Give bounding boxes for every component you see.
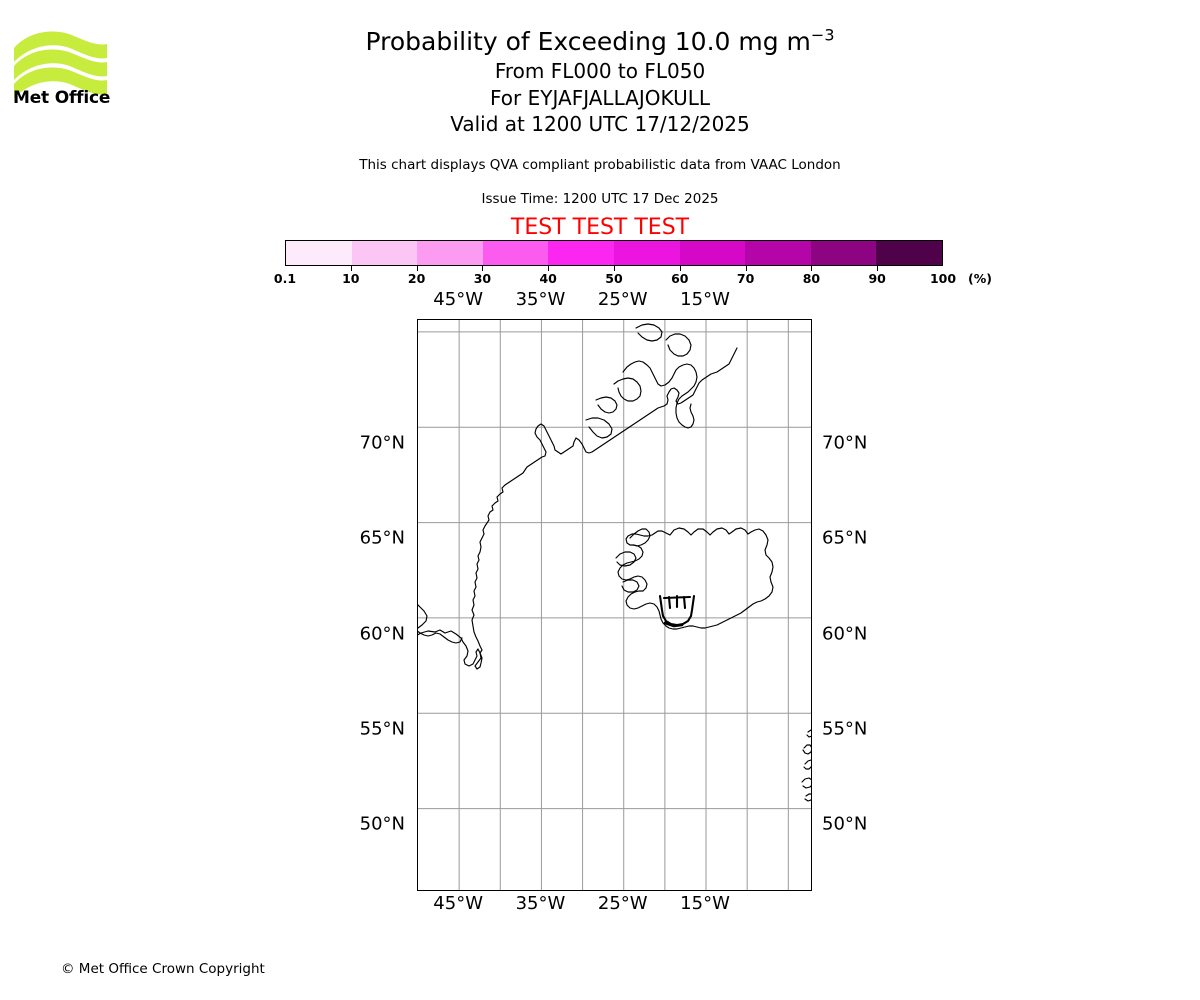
- colorbar-label-30: 30: [473, 271, 492, 286]
- chart-note: This chart displays QVA compliant probab…: [359, 157, 841, 173]
- colorbar-label-60: 60: [671, 271, 689, 286]
- copyright-notice: © Met Office Crown Copyright: [61, 961, 265, 977]
- axis-label-lon-15°W-top: 15°W: [680, 289, 730, 310]
- colorbar-segment-3: [482, 241, 549, 265]
- coastlines: [418, 323, 811, 802]
- coastline-greenland-ne-inlet-c: [585, 417, 613, 439]
- page-title: Probability of Exceeding 10.0 mg m−3: [0, 26, 1200, 58]
- colorbar-segment-0: [286, 241, 352, 265]
- axis-label-lat-55°N-left: 55°N: [359, 718, 405, 740]
- colorbar-tick-20: [416, 266, 418, 271]
- coastline-faroes: [802, 744, 811, 755]
- coastline-iceland: [617, 527, 774, 630]
- axis-label-lon-45°W-bottom: 45°W: [433, 893, 483, 914]
- axis-label-lat-65°N-left: 65°N: [359, 527, 405, 549]
- coastline-iceland-nw-peninsula: [629, 528, 651, 547]
- colorbar-tick-30: [482, 266, 484, 271]
- coastline-greenland-ne-inlet-a: [613, 377, 642, 402]
- colorbar-label-50: 50: [605, 271, 623, 286]
- coastline-greenland-ne-peninsula: [665, 333, 692, 357]
- axis-label-lon-25°W-top: 25°W: [597, 289, 648, 310]
- colorbar-segment-9: [876, 241, 942, 265]
- axis-label-lon-35°W-top: 35°W: [515, 289, 566, 310]
- colorbar-tick-10: [350, 266, 352, 271]
- coastline-shetland: [806, 729, 811, 738]
- axis-label-lon-35°W-bottom: 35°W: [515, 893, 566, 914]
- coastline-iceland-fjord-detail: [621, 579, 640, 593]
- met-office-logo-text: Met Office: [13, 88, 111, 108]
- axis-label-lat-50°N-right: 50°N: [822, 813, 868, 835]
- map-frame: [417, 319, 812, 891]
- coastline-greenland-east: [418, 347, 738, 670]
- axis-label-lat-50°N-left: 50°N: [359, 813, 405, 835]
- page-title-exponent: −3: [810, 25, 835, 45]
- subtitle-valid-time: Valid at 1200 UTC 17/12/2025: [450, 112, 750, 136]
- coastline-iceland-vestfirdir: [615, 551, 637, 567]
- colorbar-label-80: 80: [802, 271, 821, 286]
- glacier-marker-cap: [662, 595, 692, 600]
- colorbar-label-100: 100: [929, 271, 957, 286]
- colorbar-segment-1: [351, 241, 418, 265]
- colorbar-tick-80: [811, 266, 813, 271]
- axis-label-lon-15°W-bottom: 15°W: [680, 893, 730, 914]
- colorbar-label-40: 40: [539, 271, 557, 286]
- coastline-scotland-c: [804, 793, 811, 802]
- coastline-greenland-ne-inlet-b: [595, 396, 618, 414]
- logo-waves: [14, 31, 107, 98]
- colorbar-segment-8: [810, 241, 877, 265]
- colorbar-label-10: 10: [342, 271, 360, 286]
- colorbar-tick-70: [745, 266, 747, 271]
- colorbar-label-70: 70: [736, 271, 755, 286]
- test-banner: TEST TEST TEST: [510, 215, 690, 240]
- coastline-greenland-ne-fjords: [622, 360, 698, 429]
- page-title-text: Probability of Exceeding 10.0 mg m: [365, 27, 811, 56]
- coastline-greenland-sw-detail: [418, 630, 463, 644]
- colorbar-segment-4: [548, 241, 614, 265]
- glacier-marker-base: [663, 621, 684, 628]
- title-block: Probability of Exceeding 10.0 mg m−3 Fro…: [0, 26, 1200, 138]
- axis-label-lat-65°N-right: 65°N: [822, 527, 868, 549]
- colorbar-segment-5: [613, 241, 680, 265]
- colorbar-gradient: [285, 240, 943, 266]
- colorbar-segment-6: [679, 241, 746, 265]
- axis-label-lat-60°N-left: 60°N: [359, 623, 405, 645]
- colorbar-label-20: 20: [407, 271, 426, 286]
- axis-label-lat-70°N-left: 70°N: [359, 432, 405, 454]
- colorbar-tick-50: [614, 266, 615, 271]
- coastline-greenland-south: [418, 604, 428, 629]
- coastline-scotland-b: [801, 777, 811, 789]
- axis-label-lon-25°W-bottom: 25°W: [597, 893, 648, 914]
- axis-label-lat-55°N-right: 55°N: [822, 718, 868, 740]
- map-plot-area: [417, 319, 812, 891]
- colorbar-segment-7: [745, 241, 811, 265]
- met-office-logo: [12, 22, 108, 114]
- map-gridlines: [418, 320, 811, 890]
- subtitle-flight-levels: From FL000 to FL050: [494, 59, 706, 83]
- subtitle-volcano: For EYJAFJALLAJOKULL: [490, 85, 710, 110]
- colorbar: 0.1 10 20 30 40 50 60 70 80 90 100: [274, 240, 956, 286]
- axis-label-lon-45°W-top: 45°W: [433, 289, 483, 310]
- coastline-scotland-a: [803, 759, 811, 770]
- axis-label-lat-60°N-right: 60°N: [822, 623, 868, 645]
- colorbar-tick-90: [877, 266, 879, 271]
- colorbar-tick-40: [548, 266, 550, 271]
- colorbar-label-0.1: 0.1: [273, 271, 297, 286]
- glacier-marker-ridge-3: [682, 595, 687, 610]
- map-canvas: [418, 320, 811, 890]
- issue-time: Issue Time: 1200 UTC 17 Dec 2025: [481, 191, 719, 207]
- colorbar-label-90: 90: [868, 271, 886, 286]
- colorbar-segment-2: [417, 241, 483, 265]
- colorbar-tick-60: [679, 266, 681, 271]
- colorbar-unit-label: (%): [968, 271, 992, 286]
- axis-label-lat-70°N-right: 70°N: [822, 432, 868, 454]
- coastline-greenland-ne-tip: [635, 323, 663, 342]
